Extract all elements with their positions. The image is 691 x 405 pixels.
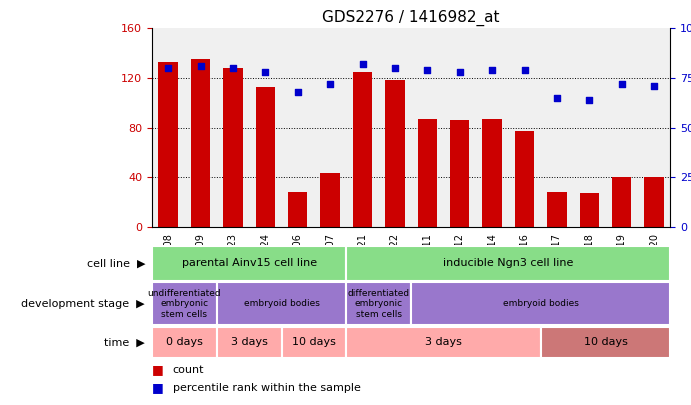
Point xyxy=(519,67,530,73)
Bar xyxy=(152,327,217,358)
Bar xyxy=(411,282,670,325)
Point xyxy=(422,67,433,73)
Bar xyxy=(580,193,599,227)
Text: embryoid bodies: embryoid bodies xyxy=(244,299,319,308)
Text: 0 days: 0 days xyxy=(166,337,203,347)
Bar xyxy=(644,177,664,227)
Text: percentile rank within the sample: percentile rank within the sample xyxy=(173,383,361,393)
Bar xyxy=(547,192,567,227)
Bar xyxy=(321,173,340,227)
Bar xyxy=(612,177,632,227)
Point xyxy=(227,65,238,71)
Text: 10 days: 10 days xyxy=(584,337,627,347)
Bar xyxy=(353,72,372,227)
Bar xyxy=(515,131,534,227)
Bar xyxy=(385,81,405,227)
Bar xyxy=(256,87,275,227)
Point xyxy=(390,65,401,71)
Bar xyxy=(346,246,670,281)
Point xyxy=(162,65,173,71)
Bar xyxy=(152,282,217,325)
Text: ■: ■ xyxy=(152,381,164,394)
Title: GDS2276 / 1416982_at: GDS2276 / 1416982_at xyxy=(323,9,500,26)
Text: differentiated
embryonic
stem cells: differentiated embryonic stem cells xyxy=(348,289,410,319)
Text: 3 days: 3 days xyxy=(231,337,267,347)
Point xyxy=(454,69,465,75)
Point xyxy=(325,81,336,87)
Point xyxy=(357,61,368,67)
Text: time  ▶: time ▶ xyxy=(104,337,145,347)
Point xyxy=(584,96,595,103)
Bar xyxy=(417,119,437,227)
Point xyxy=(292,89,303,95)
Bar xyxy=(482,119,502,227)
Bar xyxy=(346,327,540,358)
Text: embryoid bodies: embryoid bodies xyxy=(503,299,578,308)
Point xyxy=(649,83,660,89)
Point xyxy=(486,67,498,73)
Text: cell line  ▶: cell line ▶ xyxy=(86,258,145,268)
Text: parental Ainv15 cell line: parental Ainv15 cell line xyxy=(182,258,316,268)
Point xyxy=(616,81,627,87)
Text: inducible Ngn3 cell line: inducible Ngn3 cell line xyxy=(443,258,574,268)
Bar xyxy=(281,327,346,358)
Bar xyxy=(152,246,346,281)
Text: 3 days: 3 days xyxy=(425,337,462,347)
Bar xyxy=(217,327,281,358)
Bar xyxy=(158,62,178,227)
Bar xyxy=(288,192,307,227)
Point xyxy=(195,63,206,69)
Text: development stage  ▶: development stage ▶ xyxy=(21,299,145,309)
Bar xyxy=(540,327,670,358)
Bar xyxy=(223,68,243,227)
Text: ■: ■ xyxy=(152,362,164,375)
Bar xyxy=(450,120,469,227)
Point xyxy=(551,95,562,101)
Text: count: count xyxy=(173,364,205,375)
Bar xyxy=(346,282,411,325)
Bar xyxy=(191,60,210,227)
Bar xyxy=(217,282,346,325)
Point xyxy=(260,69,271,75)
Text: 10 days: 10 days xyxy=(292,337,336,347)
Text: undifferentiated
embryonic
stem cells: undifferentiated embryonic stem cells xyxy=(148,289,221,319)
